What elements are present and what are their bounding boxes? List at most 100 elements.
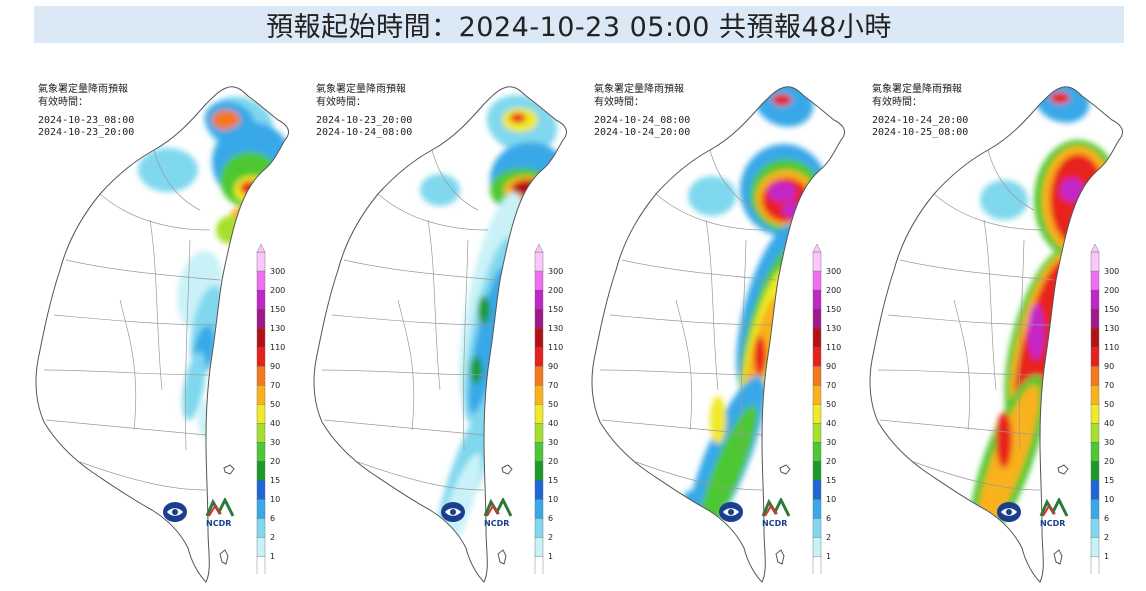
legend-swatch [256,365,266,386]
cwa-logo-icon [441,502,465,522]
legend-swatch [812,404,822,424]
legend-colorbar [534,243,544,584]
rainfall-legend: 1 2 6 10 15 20 30 40 50 70 90 110 130 150 200 300 [255,243,295,584]
legend-swatch [534,556,544,577]
ncdr-logo-text: NCDR [206,519,231,528]
legend-swatch [256,518,266,539]
legend-label: 40 [548,419,559,429]
legend-swatch [1090,556,1100,577]
legend-swatch [812,556,822,577]
legend-swatch [1090,537,1100,558]
rainfall-map-panel-3: 氣象署定量降雨預報 有效時間： 2024-10-24_08:00 2024-10-24… [586,70,856,590]
rainfall-legend: 1 2 6 10 15 20 30 40 50 70 90 110 130 150 200 300 [1089,243,1129,584]
legend-label: 20 [1104,457,1115,467]
valid-start-time: 2024-10-24_20:00 [872,115,969,126]
logo-group: NCDR [997,496,1069,528]
legend-swatch [812,270,822,291]
legend-swatch [256,480,266,501]
legend-label: 1 [826,552,832,562]
valid-time-label: 有效時間： [872,97,922,108]
panel-title: 氣象署定量降雨預報 [594,84,684,95]
legend-label: 70 [1104,381,1115,391]
legend-label: 200 [1104,286,1120,296]
valid-start-time: 2024-10-24_08:00 [594,115,691,126]
valid-end-time: 2024-10-24_20:00 [594,127,691,138]
valid-end-time: 2024-10-25_08:00 [872,127,969,138]
legend-label: 10 [548,495,559,505]
legend-swatch [1090,365,1100,386]
legend-swatch [256,461,266,482]
legend-label: 1 [548,552,554,562]
rainfall-legend: 1 2 6 10 15 20 30 40 50 70 90 110 130 150 200 300 [533,243,573,584]
logo-group: NCDR [719,496,791,528]
legend-label: 2 [548,533,554,543]
legend-label: 20 [826,457,837,467]
valid-time-label: 有效時間： [316,97,366,108]
legend-swatch [1090,518,1100,539]
legend-colorbar [1090,243,1100,584]
ncdr-logo-text: NCDR [762,519,787,528]
legend-swatch [534,308,544,329]
legend-colorbar [812,243,822,584]
legend-label: 10 [826,495,837,505]
ncdr-logo-icon: NCDR [761,496,791,528]
legend-swatch [256,556,266,577]
ncdr-logo-text: NCDR [484,519,509,528]
legend-label: 70 [548,381,559,391]
legend-swatch [256,327,266,348]
legend-swatch [1090,385,1100,405]
legend-label: 300 [1104,267,1120,277]
legend-swatch [812,251,822,272]
valid-end-time: 2024-10-24_08:00 [316,127,413,138]
valid-start-time: 2024-10-23_08:00 [38,115,135,126]
legend-label: 200 [826,286,842,296]
legend-label: 70 [270,381,281,391]
legend-swatch [256,270,266,291]
legend-label: 30 [826,438,837,448]
agency-logos: NCDR [441,496,521,528]
legend-swatch [1090,461,1100,482]
legend-label: 15 [826,476,837,486]
legend-swatch [812,461,822,482]
legend-swatch [812,442,822,463]
legend-label: 130 [270,324,286,334]
valid-time-label: 有效時間： [594,97,644,108]
legend-swatch [534,423,544,444]
legend-swatch [1090,423,1100,444]
legend-swatch [812,385,822,405]
valid-end-time: 2024-10-23_20:00 [38,127,135,138]
legend-swatch [534,499,544,520]
legend-label: 90 [270,362,281,372]
valid-time-label: 有效時間： [38,97,88,108]
ncdr-logo-icon: NCDR [205,496,235,528]
ncdr-logo-text: NCDR [1040,519,1065,528]
legend-swatch [256,442,266,463]
legend-label: 110 [826,343,842,353]
legend-swatch [1090,289,1100,310]
legend-swatch [534,537,544,558]
legend-label: 90 [826,362,837,372]
legend-label: 130 [1104,324,1120,334]
taiwan-map [869,86,1123,583]
legend-label: 6 [548,514,554,524]
legend-label: 150 [270,305,286,315]
panel-title: 氣象署定量降雨預報 [872,84,962,95]
cwa-logo-icon [163,502,187,522]
legend-label: 50 [826,400,837,410]
cwa-logo-icon [997,502,1021,522]
legend-label: 150 [1104,305,1120,315]
legend-label: 40 [826,419,837,429]
legend-swatch [256,499,266,520]
legend-swatch [812,480,822,501]
legend-swatch [812,537,822,558]
legend-swatch [812,289,822,310]
legend-swatch [256,346,266,367]
legend-label: 150 [826,305,842,315]
legend-swatch [812,327,822,348]
legend-label: 150 [548,305,564,315]
taiwan-map [35,86,289,583]
legend-label: 20 [270,457,281,467]
agency-logos: NCDR [719,496,799,528]
legend-label: 90 [1104,362,1115,372]
legend-swatch [256,289,266,310]
